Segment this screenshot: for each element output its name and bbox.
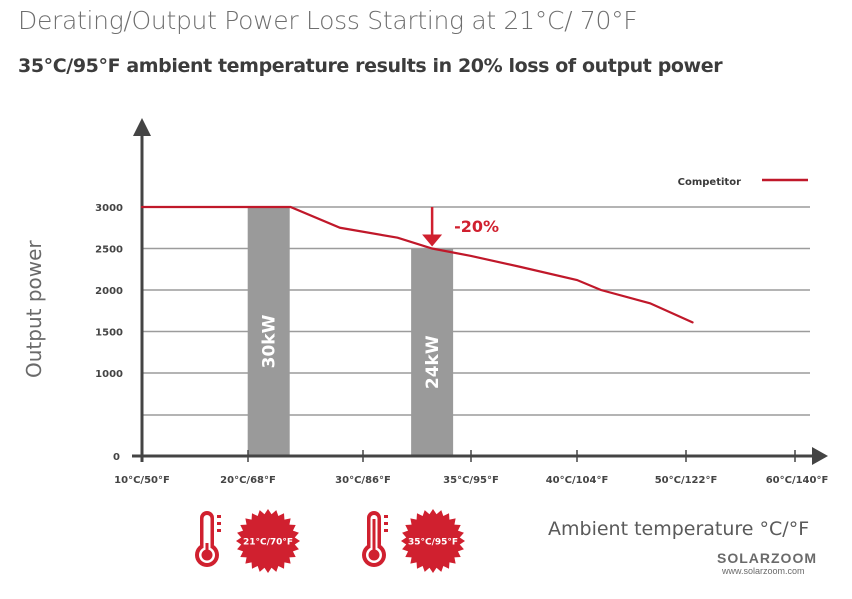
y-axis-arrow (133, 118, 151, 136)
thermometer-mark (384, 529, 388, 532)
watermark-url: www.solarzoom.com (722, 566, 805, 576)
x-tick-label: 30°C/86°F (335, 475, 391, 486)
bar-label: 24kW (423, 335, 443, 389)
y-tick-label: 1500 (95, 328, 123, 339)
x-tick-label: 50°C/122°F (655, 475, 718, 486)
tick-labels: 3000 2500 2000 1500 1000 0 10°C/50°F 20°C/68°F 3… (95, 203, 828, 486)
thermometer-mark (217, 522, 221, 525)
chart-subtitle: 35°C/95°F ambient temperature results in… (18, 55, 723, 77)
x-tick-label: 35°C/95°F (443, 475, 499, 486)
bar (411, 248, 454, 456)
y-tick-label: 2000 (95, 286, 123, 297)
starburst-badge (401, 509, 465, 573)
y-tick-label: 2500 (95, 245, 123, 256)
x-tick-label: 40°C/104°F (546, 475, 609, 486)
thermometer-mercury-bulb (201, 549, 213, 561)
badge-label: 21°C/70°F (243, 538, 293, 548)
thermometer-inner (203, 515, 211, 553)
watermark-brand: SOLARZOOM (717, 550, 817, 566)
thermometer-low-icon (195, 511, 221, 567)
legend: Competitor (678, 177, 808, 188)
thermometer-mercury (205, 543, 209, 553)
badges: 21°C/70°F 35°C/95°F (195, 509, 465, 573)
x-tick-label: 10°C/50°F (114, 475, 170, 486)
bar-label: 30kW (260, 314, 280, 368)
gridlines (142, 206, 810, 416)
thermometer-mark (217, 515, 221, 518)
axes (132, 118, 828, 465)
y-tick-label: 1000 (95, 369, 123, 380)
bar (247, 207, 290, 456)
bars: 30kW 24kW (247, 207, 454, 456)
thermometer-mark (217, 529, 221, 532)
thermometer-mark (384, 515, 388, 518)
badge-label: 35°C/95°F (408, 538, 458, 548)
thermometer-mercury (372, 519, 376, 553)
annotations: -20% (422, 207, 499, 247)
y-tick-label: 3000 (95, 203, 123, 214)
x-tick-label: 60°C/140°F (766, 475, 829, 486)
thermometer-high-icon (362, 511, 388, 567)
x-axis-arrow (812, 447, 828, 465)
thermometer-mercury-bulb (368, 549, 380, 561)
y-axis-label: Output power (22, 240, 46, 378)
series-line-competitor (140, 205, 694, 324)
legend-label: Competitor (678, 177, 741, 188)
x-tick-label: 20°C/68°F (220, 475, 276, 486)
starburst-badge (236, 509, 300, 573)
y-tick-label: 0 (113, 452, 120, 463)
series (140, 205, 694, 324)
thermometer-mark (384, 522, 388, 525)
chart-title: Derating/Output Power Loss Starting at 2… (18, 6, 638, 35)
annotation-arrow-head (422, 234, 443, 247)
annotation-label: -20% (454, 217, 499, 236)
x-axis-label: Ambient temperature °C/°F (548, 518, 810, 540)
